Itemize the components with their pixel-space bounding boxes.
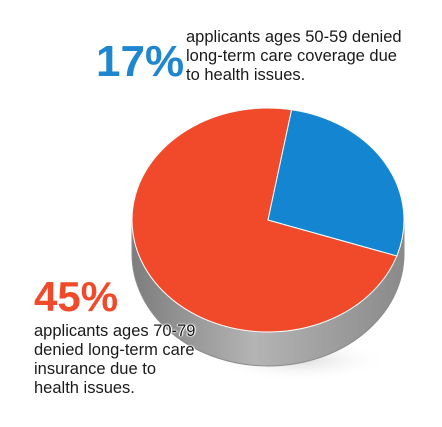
annotation-line: insurance due to	[34, 360, 157, 378]
annotation-line: applicants ages 70-79	[34, 322, 196, 340]
slice-ages-70-79	[131, 107, 398, 333]
annotation-line: to health issues.	[186, 66, 306, 84]
annotation-line: long-term care coverage due	[186, 47, 397, 65]
annotation-line: denied long-term care	[34, 341, 195, 359]
annotation-ages-50-59: applicants ages 50-59 denied long-term c…	[186, 28, 426, 85]
annotation-line: applicants ages 50-59 denied	[186, 28, 402, 46]
slice-ages-50-59	[267, 109, 405, 257]
value-label-ages-50-59: 17%	[96, 37, 185, 86]
value-label-ages-70-79: 45%	[34, 273, 119, 320]
annotation-line: health issues.	[34, 379, 135, 397]
annotation-ages-70-79: applicants ages 70-79 denied long-term c…	[34, 322, 224, 398]
